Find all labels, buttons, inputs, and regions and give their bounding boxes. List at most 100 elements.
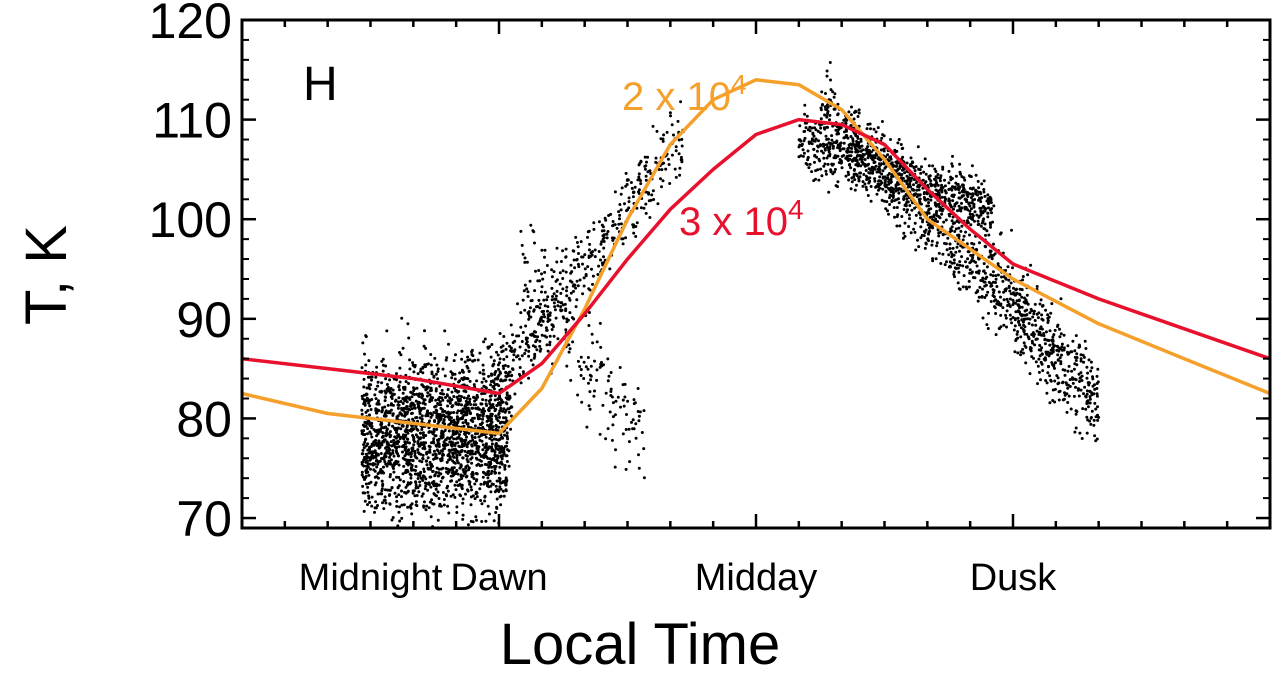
observation-point bbox=[826, 162, 830, 166]
observation-point bbox=[974, 188, 978, 192]
observation-point bbox=[820, 149, 823, 153]
observation-point bbox=[453, 483, 457, 487]
observation-point bbox=[833, 107, 837, 111]
observation-point bbox=[981, 276, 985, 280]
observation-point bbox=[411, 459, 415, 463]
observation-point bbox=[564, 328, 568, 332]
observation-point bbox=[416, 419, 420, 423]
observation-point bbox=[508, 344, 511, 348]
observation-point bbox=[377, 399, 380, 403]
observation-point bbox=[533, 289, 537, 293]
observation-point bbox=[892, 191, 895, 195]
observation-point bbox=[957, 235, 961, 239]
observation-point bbox=[914, 213, 918, 217]
observation-point bbox=[476, 358, 480, 362]
observation-point bbox=[502, 416, 505, 420]
observation-point bbox=[889, 181, 893, 185]
observation-point bbox=[482, 377, 486, 381]
curve-3e4 bbox=[241, 117, 1271, 396]
observation-point bbox=[948, 242, 952, 246]
observation-point bbox=[399, 427, 403, 431]
observation-point bbox=[385, 383, 389, 386]
observation-point bbox=[983, 227, 987, 231]
observation-point bbox=[434, 398, 438, 402]
observation-point bbox=[979, 192, 983, 196]
observation-point bbox=[418, 474, 422, 478]
observation-point bbox=[379, 452, 383, 455]
observation-point bbox=[1056, 358, 1060, 362]
observation-point bbox=[819, 117, 823, 121]
observation-point bbox=[498, 479, 502, 483]
observation-point bbox=[367, 496, 371, 500]
observation-point bbox=[422, 500, 426, 504]
observation-point bbox=[398, 366, 402, 370]
observation-point bbox=[1009, 292, 1013, 296]
observation-point bbox=[400, 489, 403, 493]
observation-point bbox=[471, 438, 475, 442]
observation-point bbox=[1024, 313, 1028, 317]
observation-point bbox=[637, 172, 641, 176]
observation-point bbox=[958, 162, 962, 166]
observation-point bbox=[461, 474, 465, 478]
observation-point bbox=[584, 365, 588, 369]
observation-point bbox=[1077, 394, 1081, 398]
observation-point bbox=[465, 411, 469, 415]
observation-point bbox=[489, 355, 493, 359]
observation-point bbox=[418, 407, 421, 411]
observation-point bbox=[1077, 343, 1081, 347]
observation-point bbox=[1075, 363, 1079, 367]
observation-point bbox=[521, 298, 525, 302]
observation-point bbox=[627, 427, 631, 431]
observation-point bbox=[429, 485, 433, 489]
observation-point bbox=[508, 396, 512, 400]
observation-point bbox=[823, 105, 827, 109]
observation-point bbox=[400, 408, 404, 412]
observation-point bbox=[1014, 339, 1018, 343]
observation-point bbox=[380, 359, 384, 363]
observation-point bbox=[826, 105, 830, 109]
observation-point bbox=[444, 358, 448, 362]
observation-point bbox=[956, 182, 960, 186]
observation-point bbox=[1003, 288, 1007, 292]
observation-point bbox=[471, 359, 475, 363]
observation-point bbox=[502, 494, 506, 498]
observation-point bbox=[457, 450, 461, 454]
observation-point bbox=[377, 408, 380, 412]
observation-point bbox=[400, 316, 404, 320]
observation-point bbox=[432, 437, 436, 441]
observation-point bbox=[816, 129, 820, 133]
observation-point bbox=[621, 432, 625, 436]
observation-point bbox=[431, 453, 435, 457]
observation-point bbox=[470, 350, 474, 354]
y-axis-title: T, K bbox=[14, 225, 79, 325]
observation-point bbox=[456, 390, 460, 394]
observation-point bbox=[931, 257, 935, 261]
observation-point bbox=[1079, 388, 1083, 392]
observation-point bbox=[441, 452, 445, 456]
observation-point bbox=[960, 175, 964, 179]
observation-point bbox=[642, 206, 646, 210]
observation-point bbox=[933, 177, 936, 181]
observation-point bbox=[567, 296, 571, 300]
observation-point bbox=[480, 392, 484, 396]
observation-point bbox=[1002, 290, 1006, 294]
observation-point bbox=[883, 199, 886, 203]
observation-point bbox=[420, 392, 424, 396]
observation-point bbox=[1089, 416, 1093, 419]
observation-point bbox=[1055, 348, 1059, 352]
observation-point bbox=[611, 238, 615, 242]
observation-point bbox=[1067, 364, 1071, 368]
observation-point bbox=[940, 195, 944, 199]
observation-point bbox=[529, 358, 533, 362]
observation-point bbox=[551, 295, 554, 298]
observation-point bbox=[478, 453, 482, 456]
observation-point bbox=[810, 142, 814, 146]
observation-point bbox=[435, 444, 439, 448]
observation-point bbox=[437, 442, 441, 446]
observation-point bbox=[1059, 360, 1063, 364]
observation-point bbox=[1043, 337, 1047, 341]
observation-point bbox=[481, 414, 485, 418]
observation-point bbox=[947, 212, 951, 216]
observation-point bbox=[545, 343, 549, 347]
observation-point bbox=[430, 370, 434, 374]
